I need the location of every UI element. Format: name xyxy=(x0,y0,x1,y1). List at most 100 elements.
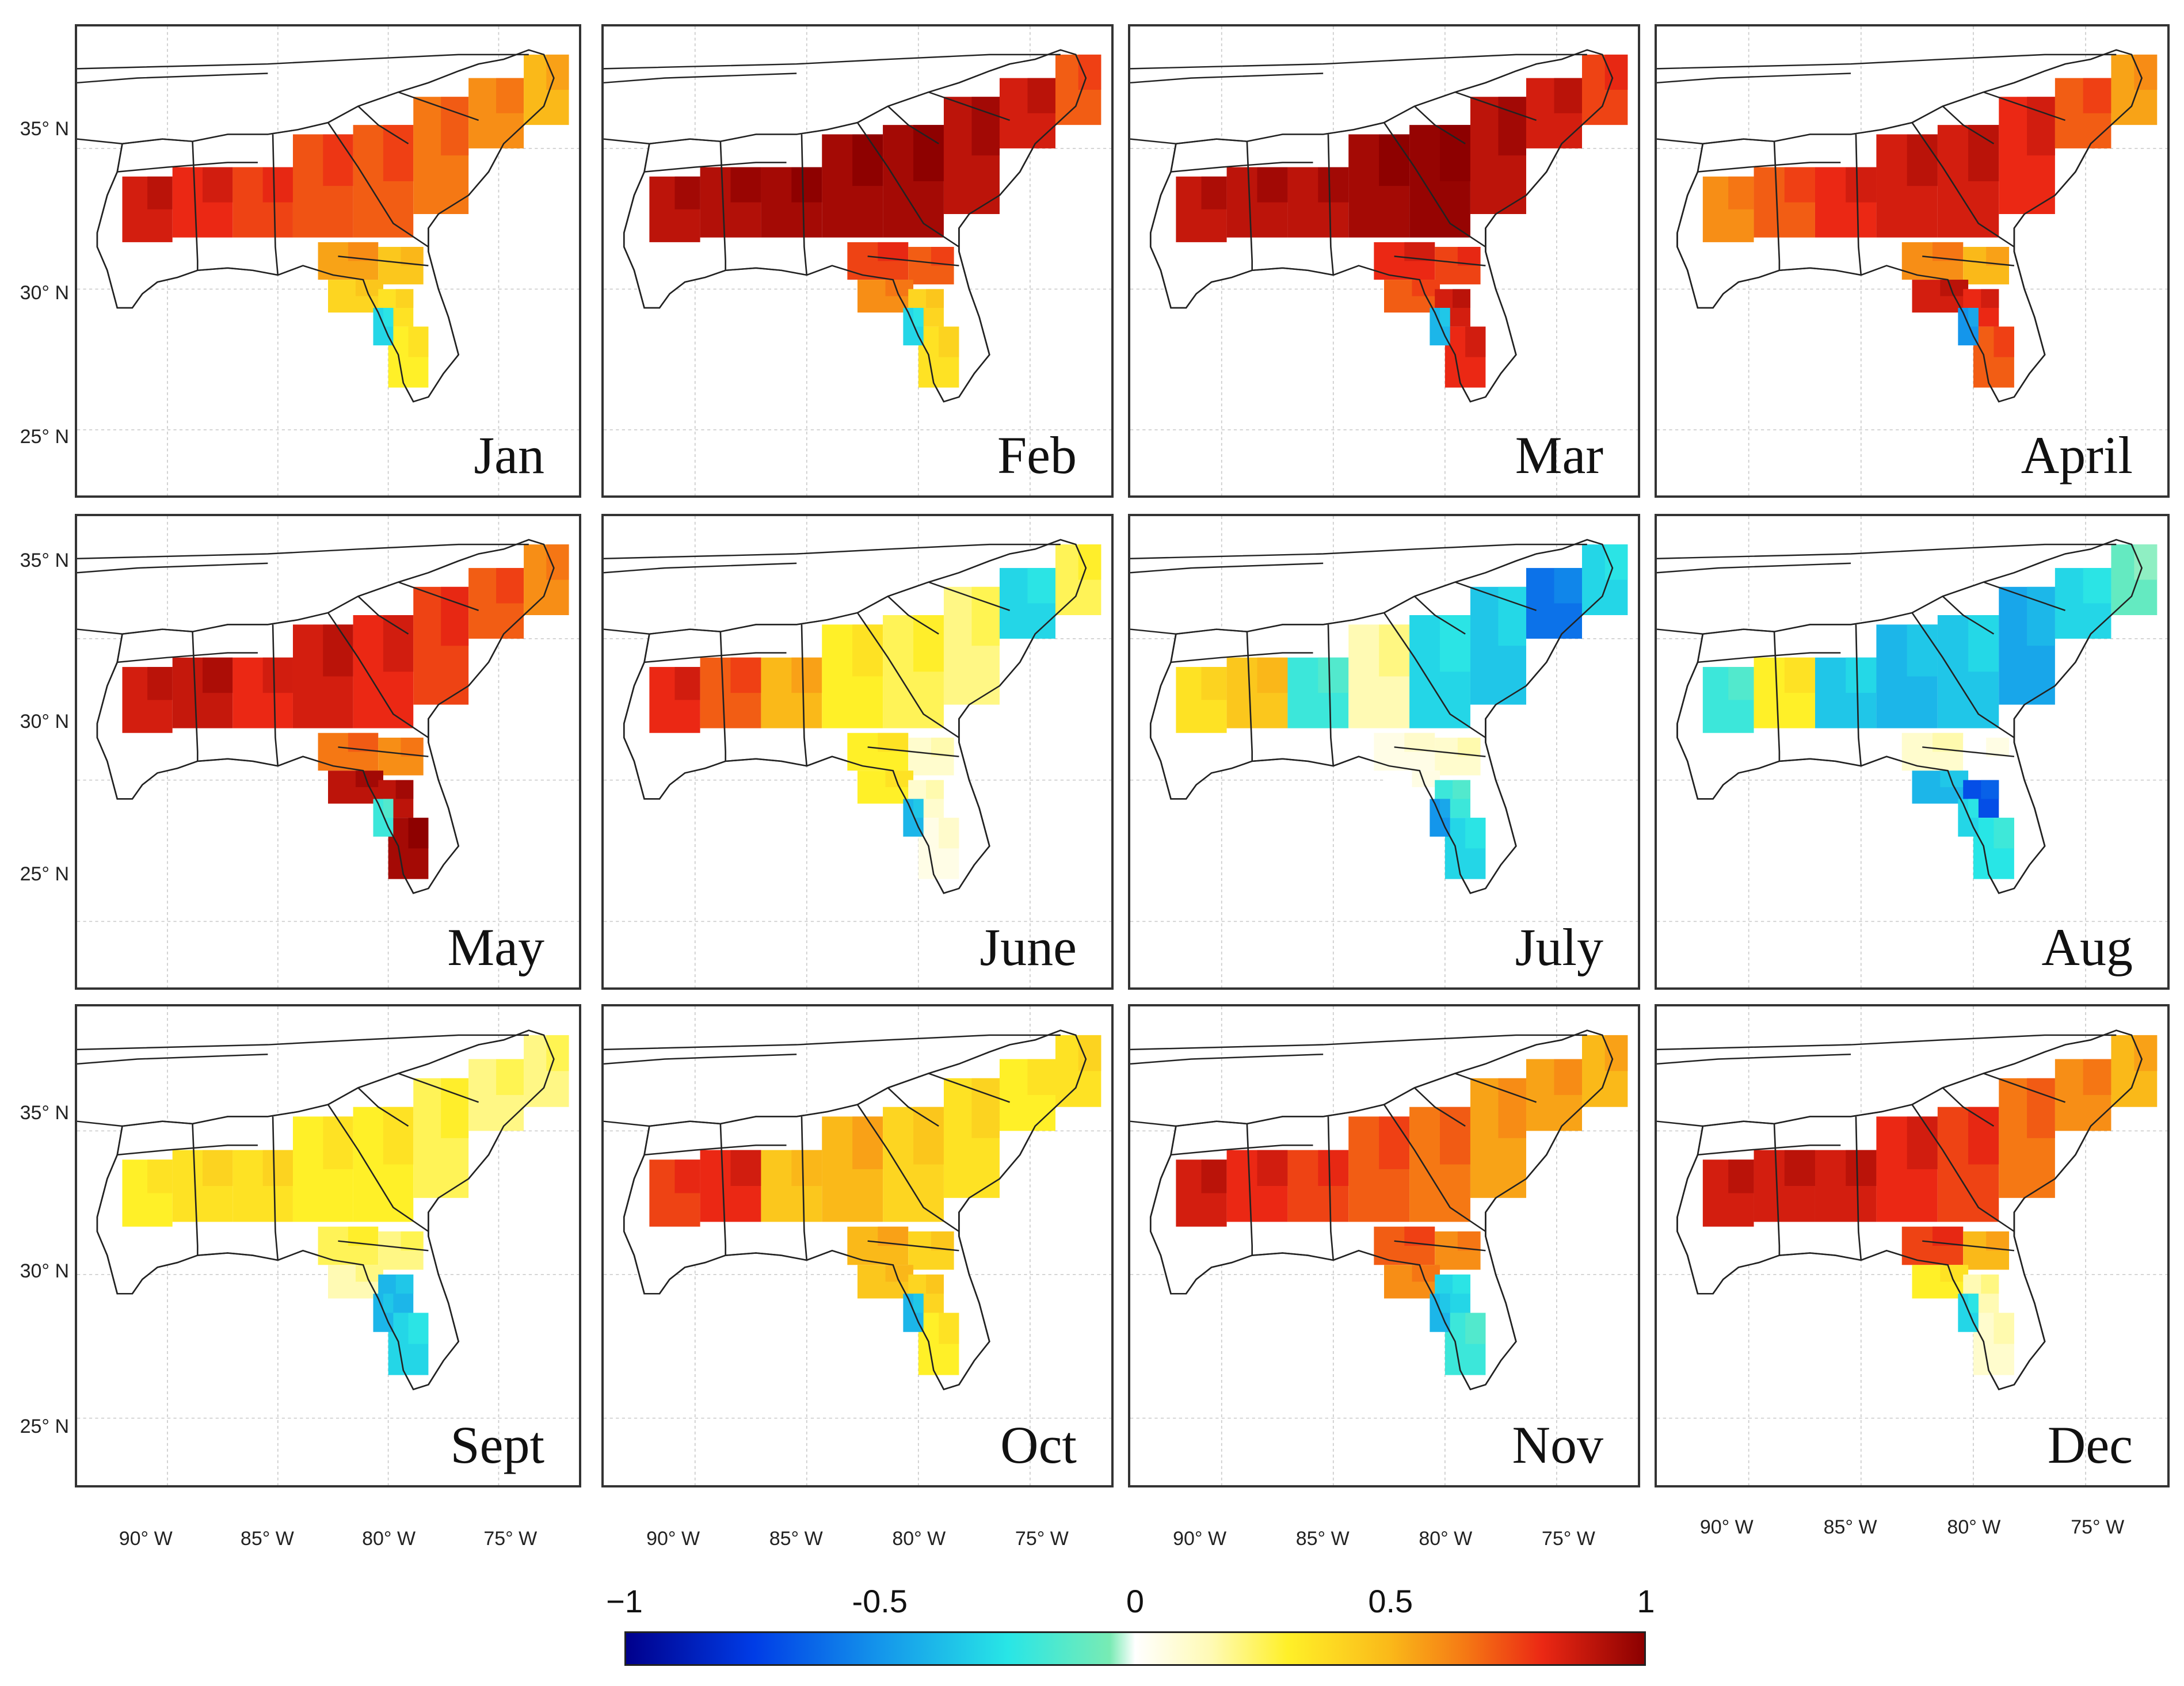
map-panel-jan: Jan xyxy=(75,24,581,498)
grid-cell xyxy=(1453,289,1470,308)
map-panel-nov: Nov xyxy=(1128,1004,1640,1487)
grid-cell xyxy=(1604,544,1628,580)
map-panel-july: July xyxy=(1128,514,1640,990)
month-label: Feb xyxy=(997,426,1077,485)
state-border xyxy=(192,141,199,270)
state-border xyxy=(1455,581,1537,611)
state-border xyxy=(77,1034,529,1051)
map-svg xyxy=(1657,1006,2167,1485)
state-border xyxy=(856,1104,960,1233)
coastline xyxy=(623,49,1087,403)
grid-cell xyxy=(1440,799,1450,818)
state-border xyxy=(1383,122,1487,248)
grid-cell xyxy=(1604,1035,1628,1071)
state-border xyxy=(719,631,727,761)
state-border xyxy=(887,105,939,144)
colorbar-tick-label: 0.5 xyxy=(1368,1583,1413,1619)
month-label: Jan xyxy=(474,426,544,485)
grid-cell xyxy=(203,1150,233,1186)
coastline xyxy=(623,539,1087,894)
grid-cell xyxy=(2027,97,2055,156)
grid-cell xyxy=(1994,818,2014,849)
grid-cell xyxy=(852,1116,883,1169)
state-border xyxy=(77,543,529,559)
state-border xyxy=(887,596,939,635)
lon-label: 90° W xyxy=(646,1528,700,1550)
grid-cell xyxy=(1078,1035,1101,1071)
map-svg xyxy=(604,1006,1111,1485)
grid-cell xyxy=(674,1159,700,1193)
state-border xyxy=(77,1053,268,1065)
grid-cell xyxy=(1981,780,1999,799)
grid-cell xyxy=(1440,308,1450,327)
month-label: Dec xyxy=(2047,1416,2133,1474)
state-border xyxy=(77,1120,123,1127)
grid-cell xyxy=(1994,1313,2014,1344)
grid-cell xyxy=(730,167,761,203)
state-border xyxy=(77,628,123,635)
grid-cell xyxy=(1846,167,1877,203)
month-label: July xyxy=(1515,918,1603,976)
grid-cell xyxy=(1440,1294,1450,1313)
grid-cell xyxy=(1907,624,1938,677)
grid-cell xyxy=(496,568,524,604)
grid-cell xyxy=(441,1078,469,1138)
map-panel-aug: Aug xyxy=(1655,514,2170,990)
state-border xyxy=(1697,162,1841,173)
state-border xyxy=(604,543,1061,559)
state-border xyxy=(327,612,429,738)
grid-cell xyxy=(1846,1150,1877,1186)
grid-cell xyxy=(383,799,394,818)
state-border xyxy=(1855,1116,1862,1261)
state-border xyxy=(1922,746,2015,757)
grid-cell xyxy=(2027,1078,2055,1138)
grid-cell xyxy=(730,1150,761,1186)
grid-cell xyxy=(1201,176,1227,209)
state-border xyxy=(1394,746,1486,757)
map-svg xyxy=(1657,516,2167,987)
state-border xyxy=(1657,562,1851,574)
map-panel-mar: Mar xyxy=(1128,24,1640,498)
grid-cell xyxy=(408,818,429,849)
grid-cell xyxy=(1968,1107,1999,1165)
state-border xyxy=(1413,1087,1466,1127)
coastline xyxy=(96,49,555,403)
grid-cell xyxy=(1379,624,1410,677)
state-border xyxy=(928,581,1011,611)
grid-cell xyxy=(383,615,414,672)
state-border xyxy=(1657,1120,1703,1127)
coastline xyxy=(1149,539,1614,894)
state-border xyxy=(1171,1145,1313,1156)
grid-cell xyxy=(852,134,883,186)
state-border xyxy=(338,746,429,757)
lat-label: 25° N xyxy=(20,426,69,448)
grid-cell xyxy=(323,134,353,186)
state-border xyxy=(117,1145,258,1156)
month-label: June xyxy=(979,918,1077,976)
coastline xyxy=(1149,49,1614,403)
grid-cell xyxy=(441,97,469,156)
grid-cell xyxy=(147,667,173,700)
state-border xyxy=(357,105,409,144)
map-svg xyxy=(77,1006,579,1485)
lon-label: 80° W xyxy=(1419,1528,1473,1550)
grid-cell xyxy=(147,1159,173,1193)
lon-label: 85° W xyxy=(240,1528,294,1550)
grid-cell xyxy=(791,167,822,203)
state-border xyxy=(1657,138,1703,144)
month-label: Mar xyxy=(1515,426,1603,485)
grid-cell xyxy=(383,125,414,181)
grid-cell xyxy=(1784,657,1815,693)
grid-cell xyxy=(913,1294,924,1313)
state-border xyxy=(1855,624,1862,766)
grid-cell xyxy=(913,615,944,672)
colorbar-tick-label: 1 xyxy=(1637,1583,1655,1619)
grid-cell xyxy=(971,97,1000,156)
map-panel-sept: Sept xyxy=(75,1004,581,1487)
state-border xyxy=(604,1034,1061,1051)
state-border xyxy=(1855,134,1862,276)
grid-cell xyxy=(1201,667,1227,700)
state-border xyxy=(1394,255,1486,266)
state-border xyxy=(338,255,429,266)
state-border xyxy=(357,1087,409,1127)
